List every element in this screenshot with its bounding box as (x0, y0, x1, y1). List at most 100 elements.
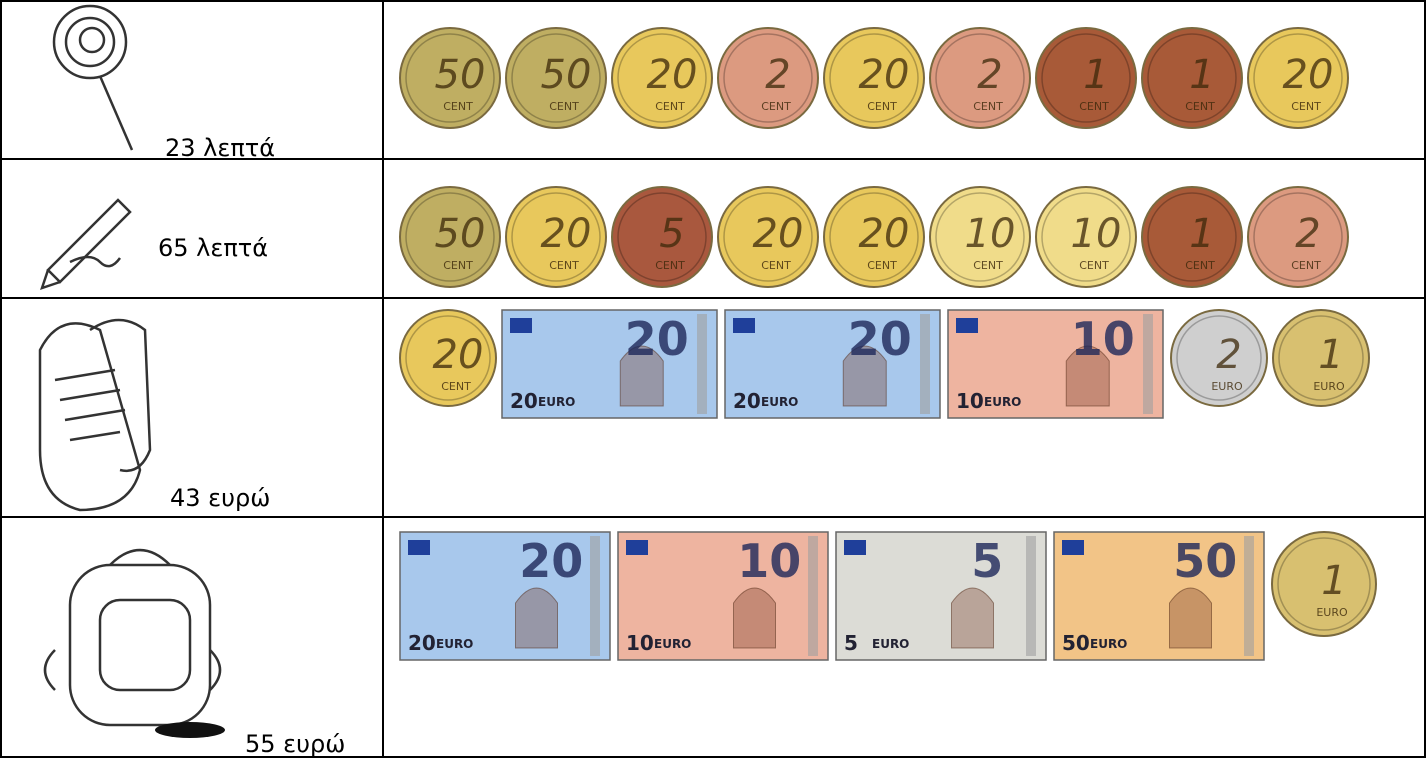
shoes-icon (40, 320, 150, 510)
note-value-large: 20 (625, 312, 689, 366)
coin-value: 1 (1321, 558, 1346, 604)
money-area: 50CENT50CENT20CENT2CENT20CENT2CENT1CENT1… (400, 28, 1376, 660)
note-value-small: 20 (408, 631, 436, 655)
coin-unit: EURO (1313, 380, 1345, 393)
coin-value: 50 (435, 211, 486, 257)
note-value-small: 20 (510, 389, 538, 413)
note-value-large: 10 (737, 534, 801, 588)
coin: 50 CENT (400, 28, 500, 128)
coin-value: 5 (659, 211, 684, 257)
coin: 20 CENT (1248, 28, 1348, 128)
note-flag (844, 540, 866, 555)
note-value-small: 10 (956, 389, 984, 413)
coin-unit: CENT (973, 259, 1003, 272)
note-value-large: 10 (1071, 312, 1135, 366)
coin-unit: CENT (1185, 259, 1215, 272)
note-strip (920, 314, 930, 414)
coin-unit: CENT (1291, 259, 1321, 272)
note-arch (952, 588, 994, 648)
coin-unit: EURO (1211, 380, 1243, 393)
coin-unit: CENT (867, 259, 897, 272)
coin-unit: CENT (973, 100, 1003, 113)
coin-unit: CENT (655, 100, 685, 113)
note-strip (590, 536, 600, 656)
coin-value: 10 (965, 211, 1016, 257)
note-value-small: 10 (626, 631, 654, 655)
price-label: 65 λεπτά (158, 234, 268, 262)
note-unit: EURO (761, 395, 798, 409)
coin-value: 20 (541, 211, 592, 257)
coin-value: 1 (1083, 52, 1108, 98)
note-strip (1143, 314, 1153, 414)
note-unit: EURO (654, 637, 691, 651)
coin: 50CENT (506, 28, 606, 128)
note-value-large: 20 (848, 312, 912, 366)
note-flag (956, 318, 978, 333)
coin-value: 2 (1295, 211, 1320, 257)
note-strip (1026, 536, 1036, 656)
coin-unit: CENT (1291, 100, 1321, 113)
note-arch (1170, 588, 1212, 648)
note-strip (808, 536, 818, 656)
note-value-small: 50 (1062, 631, 1090, 655)
coin-unit: CENT (1079, 100, 1109, 113)
shadow (155, 722, 225, 738)
note-value-small: 5 (844, 631, 858, 655)
banknote: 1010EURO (618, 532, 828, 660)
coin-value: 50 (435, 52, 486, 98)
note-value-large: 20 (519, 534, 583, 588)
coin: 10 CENT (930, 187, 1030, 287)
note-flag (1062, 540, 1084, 555)
note-unit: EURO (1090, 637, 1127, 651)
coin: 1 CENT (1036, 28, 1136, 128)
note-unit: EURO (436, 637, 473, 651)
coin-value: 20 (433, 332, 484, 378)
coin: 20 CENT (824, 187, 924, 287)
banknote: 5 5 EURO (836, 532, 1046, 660)
worksheet: 23 λεπτά 65 λεπτά 43 ευρώ 55 ευρώ 50CENT… (0, 0, 1426, 758)
note-body (836, 532, 1046, 660)
note-unit: EURO (984, 395, 1021, 409)
note-flag (626, 540, 648, 555)
note-value-large: 50 (1173, 534, 1237, 588)
note-flag (408, 540, 430, 555)
coin-value: 50 (541, 52, 592, 98)
coin: 1CENT (1142, 187, 1242, 287)
coin: 2EURO (1171, 310, 1267, 406)
banknote: 2020EURO (400, 532, 610, 660)
coin-unit: CENT (867, 100, 897, 113)
coin: 5 CENT (612, 187, 712, 287)
note-arch (516, 588, 558, 648)
coin-value: 20 (647, 52, 698, 98)
coin-unit: EURO (1316, 606, 1348, 619)
coin-value: 20 (1283, 52, 1334, 98)
banknote: 2020EURO (725, 310, 940, 418)
coin-unit: CENT (443, 100, 473, 113)
note-unit: EURO (872, 637, 909, 651)
coin: 20 CENT (400, 310, 496, 406)
coin-value: 1 (1189, 52, 1214, 98)
coin-unit: CENT (443, 259, 473, 272)
note-flag (510, 318, 532, 333)
coin: 50 CENT (400, 187, 500, 287)
coin: 10 CENT (1036, 187, 1136, 287)
note-arch (734, 588, 776, 648)
coin-unit: CENT (441, 380, 471, 393)
coin-unit: CENT (761, 259, 791, 272)
note-flag (733, 318, 755, 333)
coin-value: 2 (765, 52, 790, 98)
coin-unit: CENT (1079, 259, 1109, 272)
note-value-large: 5 (971, 534, 1003, 588)
note-strip (697, 314, 707, 414)
coin-value: 20 (859, 211, 910, 257)
coin-unit: CENT (655, 259, 685, 272)
coin-value: 10 (1071, 211, 1122, 257)
